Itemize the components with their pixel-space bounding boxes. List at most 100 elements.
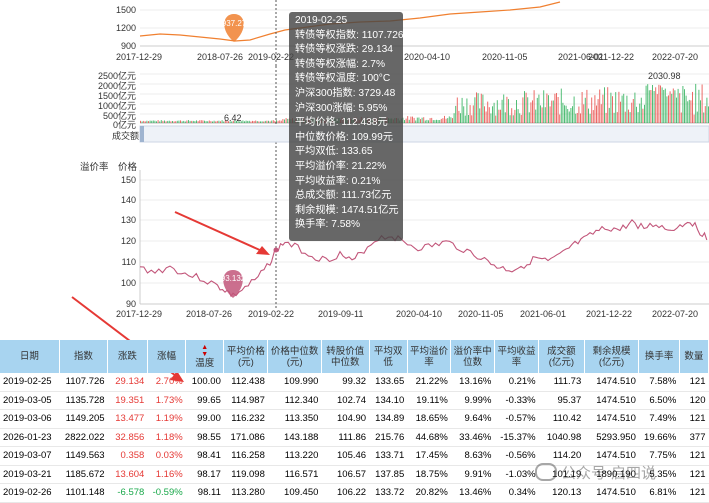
volume-bar [549, 106, 551, 123]
watermark-text: 公众号·启四说 [561, 465, 656, 482]
volume-bar [178, 120, 180, 123]
premium-line-svg: 93.132 [139, 150, 709, 310]
table-cell: 1474.510 [584, 373, 639, 392]
volume-bar [605, 112, 607, 123]
col-turnover[interactable]: 成交额(亿元) [538, 340, 585, 373]
volume-bar [232, 120, 234, 123]
volume-bar [408, 119, 410, 123]
volume-bar [274, 120, 276, 123]
volume-bar [573, 96, 575, 123]
volume-bar [621, 95, 623, 123]
table-cell: 1.73% [147, 391, 186, 410]
table-row[interactable]: 2026-01-23 2822.022 32.856 1.18% 98.55 171.08… [0, 428, 709, 447]
volume-bar [244, 121, 245, 123]
tooltip-line: 转债等权温度: 100°C [295, 73, 391, 85]
volume-bar [687, 101, 689, 123]
table-cell: 1890.190 [584, 465, 639, 484]
table-cell: 109.990 [267, 373, 322, 392]
table-cell: 9.99% [450, 391, 495, 410]
index-ytick: 1500 [115, 5, 136, 15]
volume-bar [608, 107, 610, 123]
table-cell: 114.987 [223, 391, 268, 410]
table-row[interactable]: 2019-03-07 1149.563 0.358 0.03% 98.41 116.258… [0, 446, 709, 466]
tooltip-line: 沪深300指数: 3729.48 [295, 87, 396, 99]
volume-bar [461, 97, 463, 123]
volume-bar [586, 89, 588, 123]
volume-bar [218, 120, 220, 123]
sort-arrows-icon[interactable]: ▲ ▼ [201, 344, 209, 358]
volume-bar [650, 90, 652, 123]
col-median-price[interactable]: 价格中位数(元) [267, 340, 322, 373]
volume-bar [552, 100, 554, 123]
col-median-premium[interactable]: 溢价率中位数 [450, 340, 495, 373]
table-cell: 137.85 [369, 465, 408, 484]
table-row[interactable]: 2019-02-25 1107.726 29.134 2.70% 100.00 112.4… [0, 373, 709, 392]
volume-bar [496, 100, 498, 123]
table-cell: 98.11 [185, 483, 224, 503]
table-row[interactable]: 2019-03-21 1185.672 13.604 1.16% 98.17 119.09… [0, 465, 709, 484]
table-cell: 143.188 [267, 428, 322, 447]
volume-bar [173, 121, 175, 123]
table-cell: 134.89 [369, 409, 408, 429]
table-row[interactable]: 2019-02-26 1101.148 -6.578 -0.59% 98.11 113.2… [0, 483, 709, 503]
col-count[interactable]: 数量 [679, 340, 709, 373]
col-change[interactable]: 涨跌 [107, 340, 148, 373]
index-xtick: 2018-07-26 [197, 52, 244, 62]
col-avg-premium[interactable]: 平均溢价率 [407, 340, 452, 373]
col-date[interactable]: 日期 [0, 340, 60, 373]
tooltip-line: 中位数价格: 109.99元 [295, 131, 393, 143]
volume-bar [664, 88, 666, 123]
volume-bar [468, 115, 469, 123]
col-index[interactable]: 指数 [59, 340, 109, 373]
table-cell: 2026-01-23 [0, 428, 60, 447]
volume-bar [405, 118, 407, 123]
volume-bar [172, 121, 173, 123]
volume-bar [412, 116, 413, 123]
volume-bar [482, 94, 484, 123]
volume-bar [509, 115, 511, 123]
table-cell: 33.46% [450, 428, 495, 447]
volume-ytick: 1000亿元 [97, 101, 136, 111]
volume-bar [656, 94, 658, 123]
index-min-label: 937.27 [222, 19, 247, 28]
volume-bar [215, 121, 217, 123]
volume-bar [255, 120, 257, 123]
tooltip-line: 转债等权指数: 1107.726 [295, 29, 404, 41]
col-temperature[interactable]: ▲ ▼ 温度 [185, 340, 225, 373]
volume-bar [703, 112, 705, 123]
table-cell: 8.63% [450, 446, 495, 466]
col-remaining[interactable]: 剩余规模(亿元) [584, 340, 640, 373]
col-avg-price[interactable]: 平均价格(元) [223, 340, 269, 373]
volume-bar [472, 105, 474, 123]
volume-bar [460, 113, 461, 123]
volume-bar [698, 89, 700, 123]
volume-bar [413, 117, 415, 123]
table-cell: 7.75% [638, 446, 680, 466]
volume-bar [512, 115, 514, 123]
table-cell: 1.16% [147, 465, 186, 484]
col-turnover-rate[interactable]: 换手率 [638, 340, 680, 373]
volume-bar [628, 109, 629, 123]
table-cell: 0.03% [147, 446, 186, 466]
table-cell: -0.33% [494, 391, 539, 410]
volume-bar [260, 121, 261, 123]
zoom-slider-label[interactable]: 成交额 [112, 131, 140, 141]
volume-bar [428, 120, 429, 123]
table-row[interactable]: 2019-03-05 1135.728 19.351 1.73% 99.65 114.98… [0, 391, 709, 410]
volume-bar [538, 94, 540, 123]
col-pct[interactable]: 涨幅 [147, 340, 187, 373]
volume-bar [220, 121, 221, 123]
volume-bar [679, 93, 681, 123]
col-avg-yield[interactable]: 平均收益率 [494, 340, 540, 373]
volume-bar [149, 120, 151, 123]
table-cell: -6.578 [107, 483, 148, 503]
table-row[interactable]: 2019-03-06 1149.205 13.477 1.19% 99.00 116.23… [0, 409, 709, 429]
volume-bar [492, 106, 493, 123]
col-conv-value[interactable]: 转股价值中位数 [321, 340, 370, 373]
volume-bar [432, 120, 434, 123]
volume-bar [527, 97, 529, 123]
volume-bar [564, 105, 565, 123]
col-avg-dual-low[interactable]: 平均双低 [369, 340, 408, 373]
table-header-row: 日期 指数 涨跌 涨幅 ▲ ▼ 温度 平均价格(元) 价格中位数(元) 转股价值中位… [0, 340, 709, 373]
table-cell: 120.13 [538, 483, 585, 503]
